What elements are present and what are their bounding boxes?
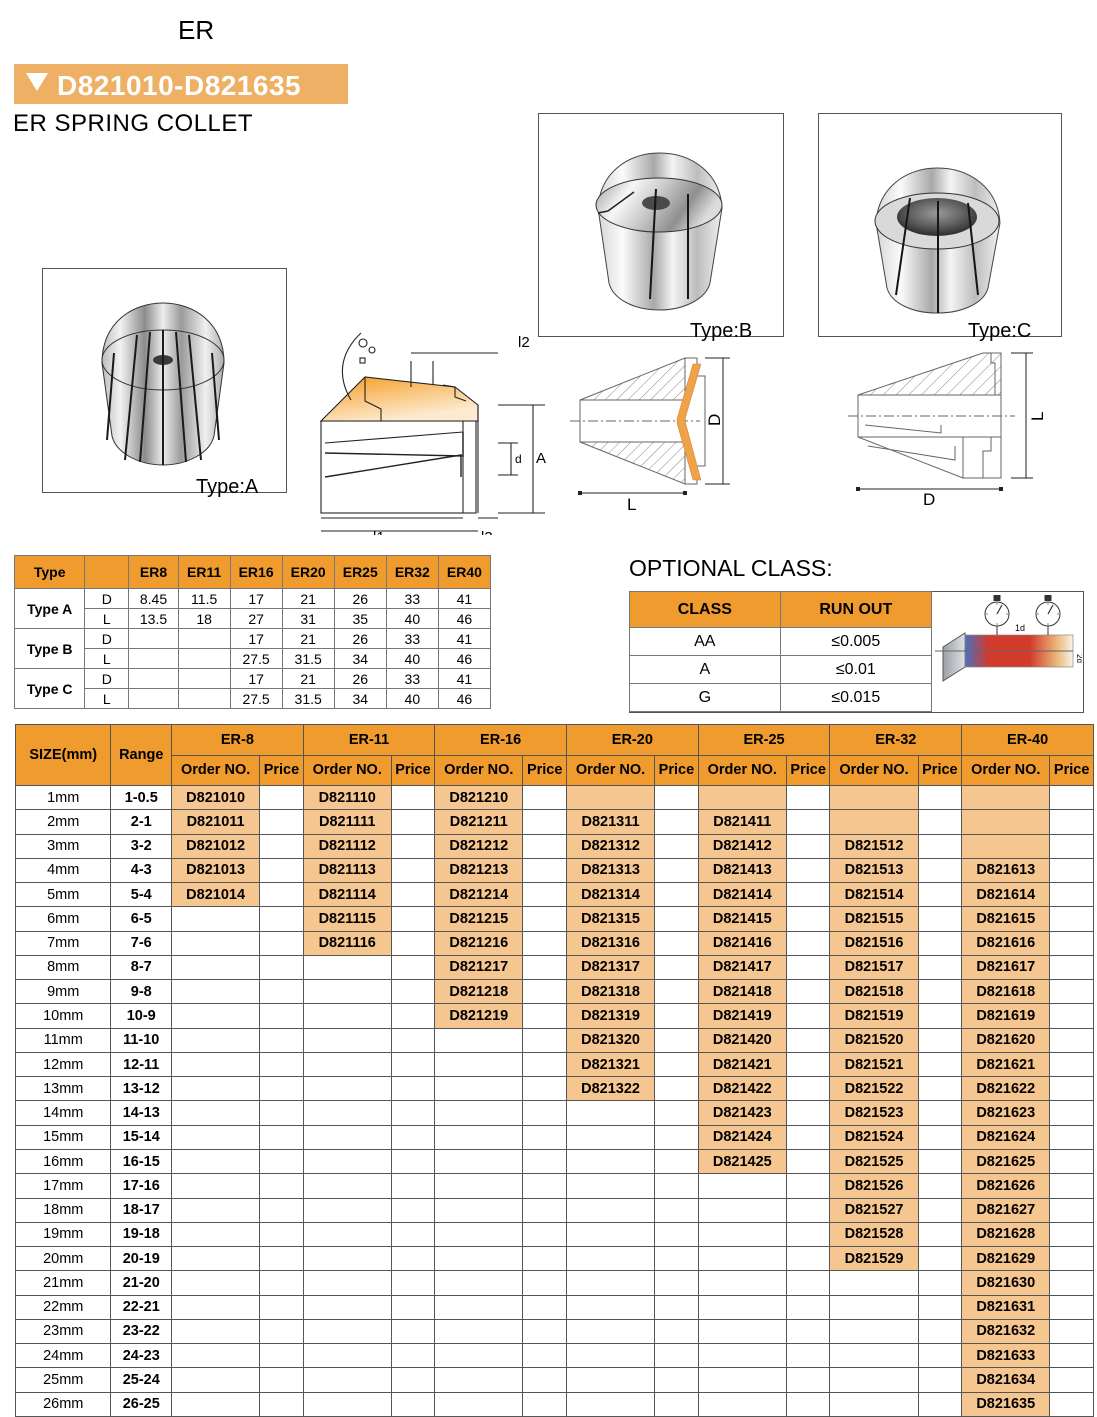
- svg-text:L: L: [627, 495, 636, 514]
- svg-text:L: L: [1028, 412, 1047, 421]
- svg-text:d: d: [515, 452, 522, 466]
- svg-text:l1: l1: [373, 529, 385, 535]
- svg-text:1d: 1d: [1015, 623, 1025, 633]
- svg-text:A: A: [536, 450, 546, 467]
- svg-text:D: D: [705, 414, 724, 426]
- svg-text:D: D: [923, 490, 935, 509]
- svg-text:2d: 2d: [1075, 654, 1082, 663]
- svg-text:l3: l3: [481, 529, 493, 535]
- svg-text:l2: l2: [518, 334, 530, 351]
